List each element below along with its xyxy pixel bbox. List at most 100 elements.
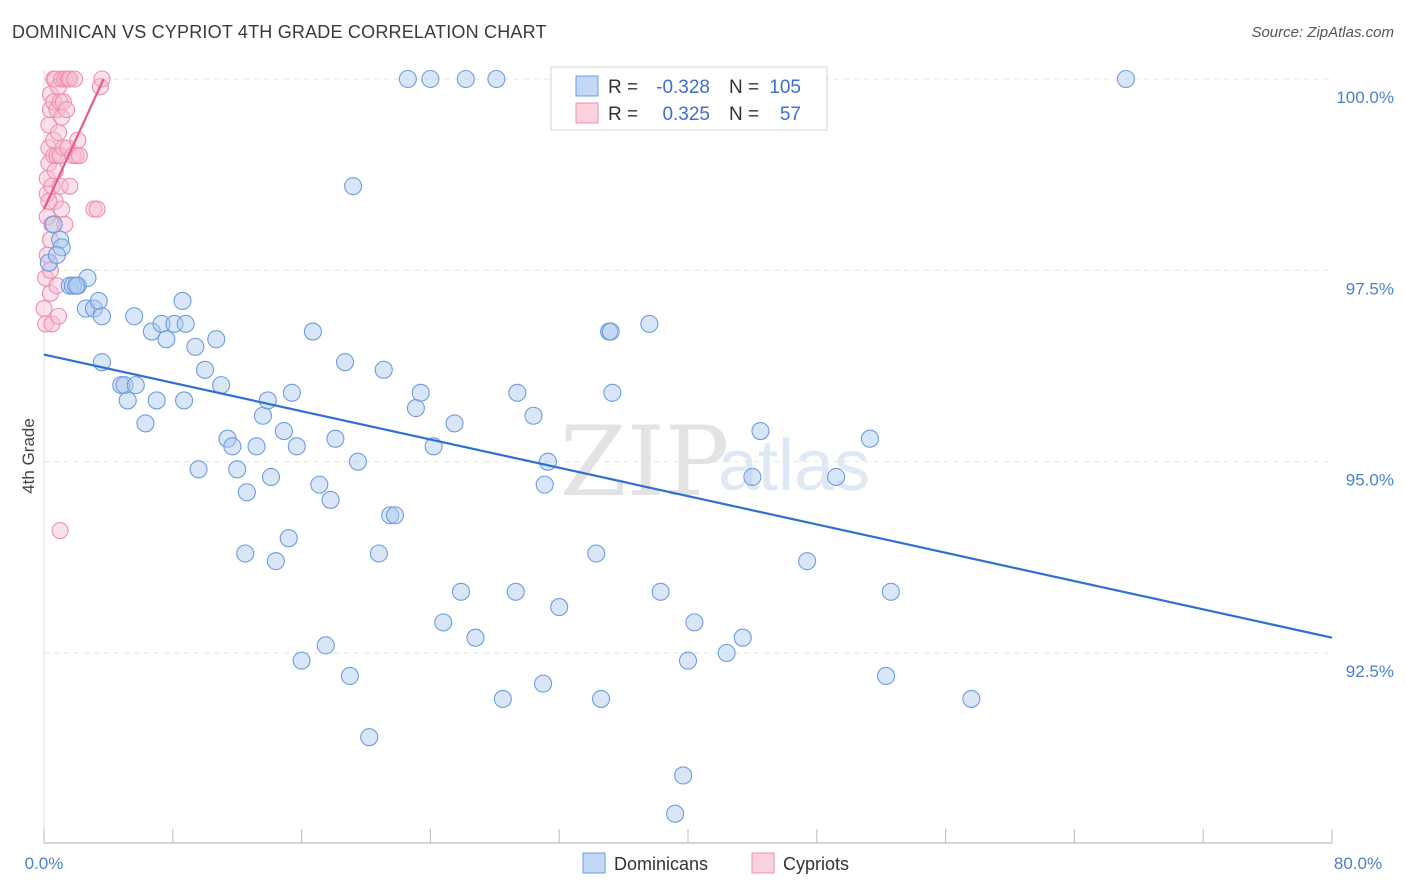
dominicans-point (385, 506, 405, 525)
cypriots-point (41, 261, 59, 279)
dominicans-point (266, 552, 285, 571)
dominicans-point (253, 406, 273, 425)
dominicans-point (310, 475, 329, 494)
cypriots-point (40, 192, 58, 211)
cypriots-point (51, 521, 69, 540)
dominicans-point (279, 529, 298, 548)
dominicans-trend-line (43, 353, 1333, 639)
cypriots-point (35, 300, 53, 318)
legend-swatch-cypriots (575, 102, 599, 124)
cypriots-point (66, 70, 84, 88)
dominicans-point (434, 613, 453, 632)
dominicans-point (237, 483, 256, 502)
chart-title: DOMINICAN VS CYPRIOT 4TH GRADE CORRELATI… (12, 22, 547, 42)
cypriots-point (88, 200, 106, 218)
dominicans-point (282, 383, 301, 402)
dominicans-point (456, 69, 475, 89)
legend-r-label-cypriots: R = (608, 104, 638, 125)
dominicans-point (44, 215, 63, 234)
dominicans-point (860, 429, 879, 448)
dominicans-point (369, 544, 388, 563)
cypriots-point (49, 307, 68, 325)
y-tick-label: 95.0% (1346, 471, 1394, 490)
dominicans-point (321, 490, 340, 509)
dominicans-point (173, 291, 192, 310)
dominicans-point (223, 437, 242, 456)
dominicans-point (445, 414, 464, 433)
cypriots-point (61, 177, 79, 195)
dominicans-point (493, 689, 512, 708)
series-legend: Dominicans Cypriots (582, 852, 849, 874)
dominicans-point (743, 467, 762, 487)
legend-r-value-cypriots: 0.325 (662, 104, 710, 125)
dominicans-point (587, 544, 606, 563)
dominicans-point (666, 804, 685, 823)
dominicans-point (962, 689, 981, 708)
dominicans-point (258, 391, 277, 410)
cypriots-point (57, 101, 76, 119)
dominicans-point (398, 69, 417, 89)
series-legend-swatch-cypriots (751, 852, 775, 874)
cypriots-trend-line (42, 78, 105, 210)
cypriots-point (70, 146, 88, 165)
y-tick-labels: 100.0% 97.5% 95.0% 92.5% (1336, 88, 1394, 681)
dominicans-point (451, 582, 471, 601)
cypriots-point (49, 124, 68, 142)
dominicans-point (411, 383, 430, 402)
gridlines (44, 78, 1332, 654)
legend-n-label-dominicans: N = (729, 77, 759, 98)
dominicans-point (274, 422, 293, 441)
y-tick-label: 100.0% (1336, 88, 1394, 107)
dominicans-point (601, 322, 620, 341)
dominicans-point (89, 291, 108, 310)
dominicans-point (207, 330, 226, 349)
series-legend-label-cypriots: Cypriots (783, 854, 849, 874)
dominicans-point (717, 643, 736, 663)
dominicans-point (381, 506, 400, 525)
dominicans-point (550, 598, 569, 617)
dominicans-point (674, 766, 693, 785)
dominicans-point (303, 322, 322, 341)
stats-legend: R = -0.328 N = 105 R = 0.325 N = 57 (550, 66, 828, 131)
dominicans-point (685, 613, 704, 632)
svg-text:atlas: atlas (718, 426, 870, 506)
x-tick-label-max: 80.0% (1334, 854, 1382, 873)
dominicans-point (118, 391, 137, 410)
y-tick-label: 92.5% (1346, 662, 1394, 681)
dominicans-point (195, 360, 215, 379)
cypriots-point (93, 70, 111, 88)
dominicans-point (247, 437, 266, 456)
dominicans-point (287, 437, 306, 456)
dominicans-point (348, 452, 368, 471)
dominicans-point (535, 475, 554, 494)
dominicans-point (827, 467, 846, 487)
dominicans-point (640, 314, 659, 333)
legend-r-label-dominicans: R = (608, 77, 638, 98)
trend-lines (42, 78, 1333, 639)
dominicans-point (92, 307, 112, 326)
dominicans-point (508, 383, 527, 402)
dominicans-point (592, 689, 611, 708)
dominicans-point (316, 636, 335, 655)
dominicans-point (876, 666, 896, 686)
dominicans-point (421, 69, 440, 89)
dominicans-point (651, 582, 670, 601)
cypriots-point (61, 70, 79, 88)
dominicans-point (136, 414, 155, 433)
dominicans-point (236, 544, 255, 563)
dominicans-points (39, 69, 1135, 823)
legend-n-value-cypriots: 57 (780, 104, 801, 125)
dominicans-point (751, 422, 770, 441)
dominicans-point (360, 728, 379, 747)
x-axis-ticks (43, 829, 1333, 843)
dominicans-point (326, 429, 345, 448)
dominicans-point (67, 276, 86, 295)
dominicans-point (603, 383, 622, 402)
dominicans-point (186, 337, 205, 356)
legend-swatch-dominicans (575, 75, 599, 97)
dominicans-point (534, 674, 553, 693)
dominicans-point (228, 460, 247, 479)
dominicans-point (292, 651, 311, 670)
dominicans-point (678, 651, 698, 670)
